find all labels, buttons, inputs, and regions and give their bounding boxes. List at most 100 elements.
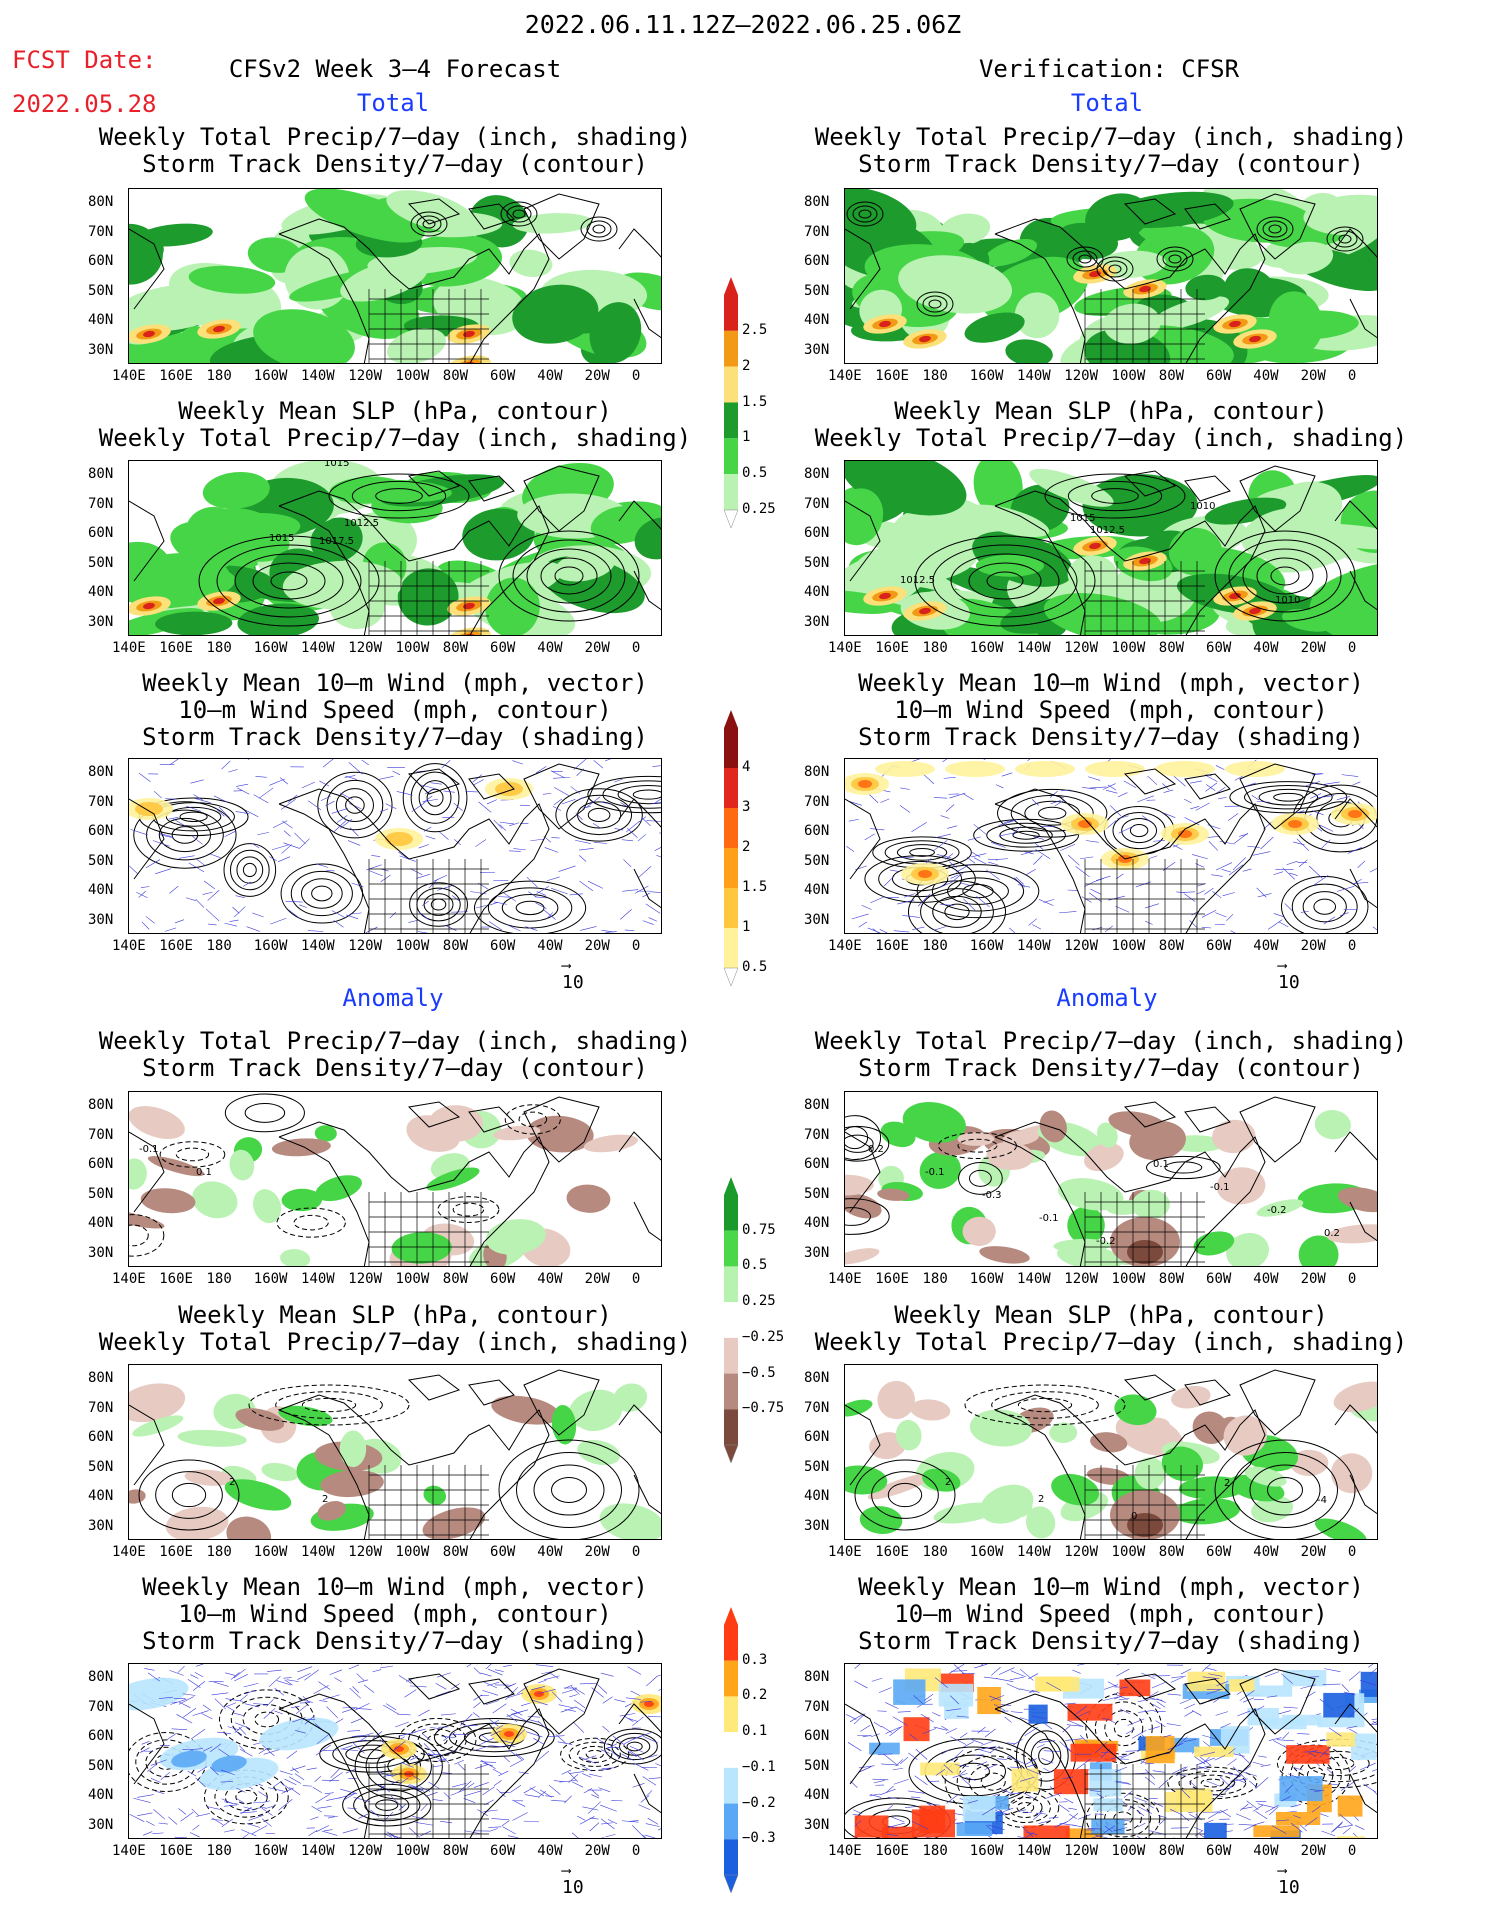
- lon-label: 80W: [1158, 368, 1185, 384]
- lon-label: 160W: [969, 1544, 1004, 1560]
- lon-label: 20W: [584, 640, 610, 656]
- lat-label: 40N: [88, 1215, 114, 1231]
- contour-label: 1012.5: [900, 575, 935, 586]
- lat-label: 60N: [88, 253, 114, 269]
- vector-reference: ⟶ 10: [562, 1863, 584, 1898]
- lon-label: 160W: [253, 640, 288, 656]
- contour-label: 0.2: [1324, 1228, 1340, 1239]
- lon-label: 180: [922, 640, 948, 656]
- lon-label: 100W: [1111, 368, 1146, 384]
- lon-label: 140E: [112, 368, 146, 384]
- lon-label: 120W: [348, 938, 382, 954]
- lon-label: 100W: [1111, 1271, 1146, 1287]
- left-column-title: CFSv2 Week 3–4 Forecast: [228, 55, 562, 83]
- contour-label: -0.2: [1096, 1236, 1116, 1247]
- lon-label: 140W: [1017, 1843, 1051, 1859]
- colorbar-tick-label: 2: [742, 839, 751, 855]
- lon-label: 140E: [828, 938, 862, 954]
- panel-title-line: Weekly Total Precip/7–day (inch, shading…: [814, 1027, 1408, 1055]
- lon-label: 0: [1347, 1271, 1357, 1287]
- colorbar-tick-label: 0.75: [742, 1221, 776, 1238]
- lon-label: 140W: [1017, 368, 1051, 384]
- lon-label: 140E: [828, 1843, 862, 1859]
- lon-label: 160E: [875, 1271, 909, 1287]
- lon-label: 80W: [1158, 1544, 1185, 1560]
- panel-title-line: Weekly Total Precip/7–day (inch, shading…: [814, 1328, 1408, 1356]
- lat-label: 50N: [88, 1185, 114, 1202]
- lon-label: 140E: [112, 1271, 146, 1287]
- lon-label: 140W: [1017, 640, 1051, 656]
- panel-title-line: Storm Track Density/7–day (shading): [142, 1627, 648, 1655]
- colorbar-tick-label: 1: [742, 429, 751, 446]
- lon-label: 160W: [253, 368, 288, 384]
- lat-label: 60N: [88, 823, 114, 839]
- lon-label: 160E: [875, 938, 909, 954]
- contour-label: 0.2: [868, 1144, 884, 1155]
- lon-label: 180: [206, 938, 232, 954]
- lon-label: 60W: [1206, 1843, 1232, 1859]
- verification-map-aprecip: 0.2 -0.1 -0.3 -0.1 -0.2 0.1 -0.1 -0.2 0.2: [844, 1091, 1378, 1267]
- lon-label: 180: [922, 1843, 948, 1859]
- contour-label: -0.2: [1267, 1205, 1287, 1216]
- lon-label: 0: [631, 1544, 641, 1560]
- contour-label: -0.3: [982, 1190, 1002, 1201]
- lat-label: 60N: [88, 1156, 114, 1172]
- lat-label: 70N: [804, 1698, 830, 1715]
- panel-title-line: Weekly Total Precip/7–day (inch, shading…: [98, 424, 692, 452]
- lon-label: 160E: [875, 368, 909, 384]
- right-anomaly-heading: Anomaly: [1056, 984, 1158, 1012]
- lon-label: 160E: [159, 1271, 193, 1287]
- lon-label: 180: [206, 1843, 232, 1859]
- lon-label: 180: [206, 368, 232, 384]
- lat-label: 40N: [804, 312, 830, 328]
- lon-label: 140W: [301, 640, 335, 656]
- lon-label: 180: [922, 1271, 948, 1287]
- lon-label: 0: [1347, 368, 1357, 384]
- lon-label: 120W: [1064, 938, 1098, 954]
- lat-label: 80N: [804, 466, 830, 482]
- lon-label: 20W: [1300, 640, 1326, 656]
- contour-label: 1012.5: [1090, 525, 1125, 536]
- lon-label: 120W: [348, 368, 382, 384]
- forecast-map-precip: [128, 188, 662, 364]
- lon-label: 160E: [159, 1843, 193, 1859]
- contour-label: 1012.5: [344, 518, 379, 529]
- colorbar-precip_total: [723, 277, 739, 529]
- lat-label: 70N: [88, 495, 114, 512]
- lon-label: 40W: [1253, 1843, 1279, 1859]
- colorbar-tick-label: 0.25: [742, 1293, 776, 1310]
- lon-label: 60W: [1206, 938, 1232, 954]
- lon-label: 60W: [1206, 368, 1232, 384]
- lat-label: 80N: [804, 194, 830, 210]
- lat-label: 30N: [804, 613, 830, 630]
- lon-label: 100W: [395, 938, 430, 954]
- contour-label: 2: [1038, 1494, 1044, 1505]
- forecast-map-awind: [128, 1663, 662, 1839]
- lon-label: 20W: [584, 938, 610, 954]
- lat-label: 50N: [88, 1757, 114, 1774]
- lon-label: 20W: [584, 1544, 610, 1560]
- lat-label: 50N: [804, 1757, 830, 1774]
- contour-label: 0.1: [196, 1167, 212, 1178]
- panel-title-line: Weekly Mean 10–m Wind (mph, vector): [142, 1573, 648, 1601]
- lon-label: 20W: [1300, 368, 1326, 384]
- lon-label: 40W: [537, 1544, 563, 1560]
- lat-label: 70N: [88, 223, 114, 240]
- forecast-map-aprecip: -0.1 0.1: [128, 1091, 662, 1267]
- lon-label: 80W: [1158, 1843, 1185, 1859]
- colorbar-tick-label: 0.3: [742, 1651, 768, 1668]
- lon-label: 120W: [1064, 640, 1098, 656]
- lat-label: 50N: [804, 554, 830, 571]
- lon-label: 60W: [1206, 640, 1232, 656]
- lon-label: 80W: [442, 938, 469, 954]
- lat-label: 70N: [88, 1126, 114, 1143]
- lat-label: 80N: [88, 466, 114, 482]
- verification-map-awind: [844, 1663, 1378, 1839]
- colorbar-tick-label: 0.5: [742, 1257, 768, 1274]
- lon-label: 20W: [584, 1843, 610, 1859]
- lon-label: 140E: [828, 1271, 862, 1287]
- lat-label: 40N: [804, 1787, 830, 1803]
- lat-label: 30N: [88, 613, 114, 630]
- lon-label: 40W: [537, 1271, 563, 1287]
- lon-label: 160W: [969, 1843, 1004, 1859]
